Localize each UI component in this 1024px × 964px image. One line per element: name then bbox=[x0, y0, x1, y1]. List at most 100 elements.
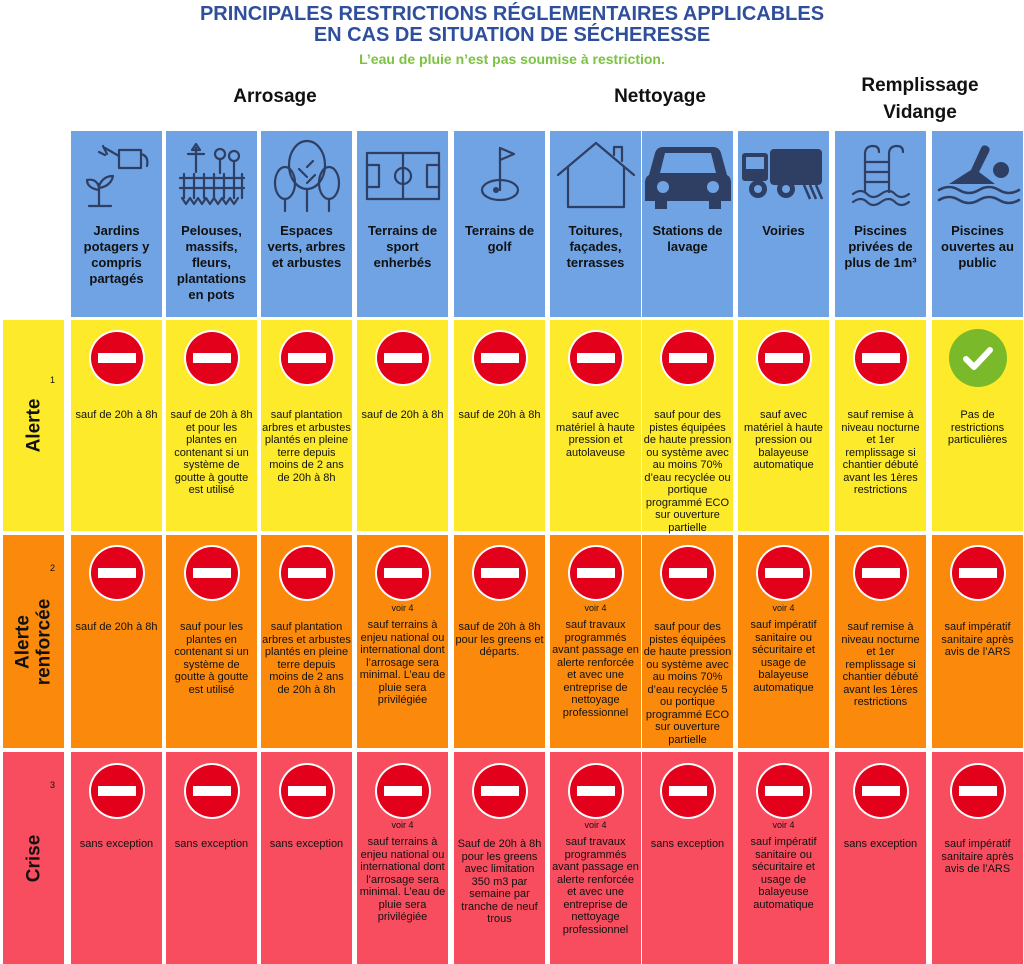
level-band bbox=[3, 535, 64, 748]
no-entry-icon bbox=[88, 762, 146, 820]
cell-crise: sans exception bbox=[261, 752, 352, 964]
cell-alerte: sauf remise à niveau nocturne et 1er rem… bbox=[835, 320, 926, 531]
cell-alerte: sauf de 20h à 8h bbox=[357, 320, 448, 531]
restriction-note: sauf plantation arbres et arbustes plant… bbox=[262, 409, 351, 484]
level-band bbox=[3, 320, 64, 531]
column-label: Voiries bbox=[762, 223, 805, 238]
restriction-note: sauf travaux programmés avant passage en… bbox=[552, 619, 639, 719]
column-header: Voiries bbox=[738, 131, 829, 317]
restriction-note: sauf impératif sanitaire ou sécuritaire … bbox=[750, 836, 817, 911]
restriction-note: sauf pour les plantes en contenant si un… bbox=[174, 621, 249, 696]
no-entry-icon bbox=[88, 329, 146, 387]
column-header: Espaces verts, arbres et arbustes bbox=[261, 131, 352, 317]
cell-alerte: sauf avec matériel à haute pression ou b… bbox=[738, 320, 829, 531]
cell-alerte: sauf de 20h à 8h et pour les plantes en … bbox=[166, 320, 257, 531]
no-entry-icon bbox=[659, 544, 717, 602]
cell-renforcee: sauf pour les plantes en contenant si un… bbox=[166, 535, 257, 748]
level-1: Alerte 1 bbox=[3, 320, 64, 531]
cell-renforcee: sauf pour des pistes équipées de haute p… bbox=[642, 535, 733, 748]
level-band bbox=[3, 752, 64, 964]
restriction-note: sauf remise à niveau nocturne et 1er rem… bbox=[841, 409, 920, 496]
cell-renforcee: sauf impératif sanitaire après avis de l… bbox=[932, 535, 1023, 748]
restriction-note: sauf impératif sanitaire après avis de l… bbox=[941, 621, 1014, 658]
column-header: Toitures, façades, terrasses bbox=[550, 131, 641, 317]
restriction-note: sauf de 20h à 8h et pour les plantes en … bbox=[170, 409, 253, 496]
restriction-note: sauf de 20h à 8h bbox=[361, 409, 444, 421]
restriction-note: sans exception bbox=[843, 838, 918, 850]
cell-alerte: sauf de 20h à 8h bbox=[454, 320, 545, 531]
level-3: Crise 3 bbox=[3, 752, 64, 964]
cell-renforcee: sauf remise à niveau nocturne et 1er rem… bbox=[835, 535, 926, 748]
pool-ladder-icon bbox=[835, 135, 926, 215]
no-entry-icon bbox=[659, 329, 717, 387]
column-header: Stations de lavage bbox=[642, 131, 733, 317]
group-arrosage: Arrosage bbox=[233, 86, 317, 107]
street-sweeper-icon bbox=[738, 135, 829, 215]
restriction-note: sauf de 20h à 8h bbox=[75, 409, 158, 421]
cell-crise: sauf impératif sanitaire après avis de l… bbox=[932, 752, 1023, 964]
column-header: Piscines privées de plus de 1m³ bbox=[835, 131, 926, 317]
flower-bed-icon bbox=[166, 135, 257, 215]
restriction-note: sauf remise à niveau nocturne et 1er rem… bbox=[841, 621, 920, 708]
restriction-note: sauf plantation arbres et arbustes plant… bbox=[262, 621, 351, 696]
voir-note: voir 4 bbox=[772, 603, 795, 613]
cell-renforcee: voir 4 sauf terrains à enjeu national ou … bbox=[357, 535, 448, 748]
restriction-note: sauf pour des pistes équipées de haute p… bbox=[643, 409, 732, 534]
restriction-note: Sauf de 20h à 8h pour les greens avec li… bbox=[457, 838, 542, 925]
column-label: Terrains de golf bbox=[464, 223, 535, 254]
column-header: Terrains de sport enherbés bbox=[357, 131, 448, 317]
column-label: Pelouses, massifs, fleurs, plantations e… bbox=[176, 223, 247, 302]
no-entry-icon bbox=[567, 544, 625, 602]
restriction-note: sans exception bbox=[79, 838, 154, 850]
column-label: Toitures, façades, terrasses bbox=[566, 223, 625, 270]
no-entry-icon bbox=[374, 762, 432, 820]
no-entry-icon bbox=[949, 762, 1007, 820]
cell-crise: voir 4 sauf travaux programmés avant pass… bbox=[550, 752, 641, 964]
title-line-2: EN CAS DE SITUATION DE SÉCHERESSE bbox=[313, 24, 711, 46]
level-name-text: Crise bbox=[23, 834, 44, 882]
check-icon bbox=[949, 329, 1007, 387]
level-name: Alerte bbox=[3, 320, 64, 531]
voir-note: voir 4 bbox=[772, 820, 795, 830]
restriction-note: sauf avec matériel à haute pression et a… bbox=[556, 409, 635, 459]
column-label: Espaces verts, arbres et arbustes bbox=[267, 223, 346, 270]
level-number: 2 bbox=[50, 563, 56, 573]
no-entry-icon bbox=[374, 544, 432, 602]
voir-note: voir 4 bbox=[584, 603, 607, 613]
cell-alerte: sauf pour des pistes équipées de haute p… bbox=[642, 320, 733, 534]
title-line-1: PRINCIPALES RESTRICTIONS RÉGLEMENTAIRES … bbox=[199, 3, 825, 25]
cell-crise: sans exception bbox=[71, 752, 162, 964]
restriction-note: Pas de restrictions particulières bbox=[947, 409, 1008, 446]
level-name-text: Alerte bbox=[22, 398, 44, 453]
no-entry-icon bbox=[852, 544, 910, 602]
no-entry-icon bbox=[852, 762, 910, 820]
column-header: Jardins potagers y compris partagés bbox=[71, 131, 162, 317]
cell-crise: Sauf de 20h à 8h pour les greens avec li… bbox=[454, 752, 545, 964]
column-label: Jardins potagers y compris partagés bbox=[83, 223, 150, 286]
restriction-note: sauf travaux programmés avant passage en… bbox=[552, 836, 639, 936]
restriction-note: sauf de 20h à 8h pour les greens et dépa… bbox=[455, 621, 544, 658]
cell-crise: voir 4 sauf terrains à enjeu national ou … bbox=[357, 752, 448, 964]
cell-alerte: Pas de restrictions particulières bbox=[932, 320, 1023, 531]
no-entry-icon bbox=[949, 544, 1007, 602]
sports-field-icon bbox=[357, 135, 448, 215]
restriction-note: sauf de 20h à 8h bbox=[75, 621, 158, 633]
trees-icon bbox=[261, 135, 352, 215]
no-entry-icon bbox=[183, 329, 241, 387]
swimmer-icon bbox=[932, 135, 1023, 215]
restriction-note: sauf de 20h à 8h bbox=[458, 409, 541, 421]
car-icon bbox=[642, 135, 733, 215]
no-entry-icon bbox=[374, 329, 432, 387]
restriction-note: sauf avec matériel à haute pression ou b… bbox=[744, 409, 823, 471]
golf-flag-icon bbox=[454, 135, 545, 215]
no-entry-icon bbox=[471, 544, 529, 602]
column-label: Terrains de sport enherbés bbox=[367, 223, 438, 270]
cell-crise: sans exception bbox=[835, 752, 926, 964]
cell-renforcee: sauf de 20h à 8h bbox=[71, 535, 162, 748]
no-entry-icon bbox=[659, 762, 717, 820]
cell-crise: sans exception bbox=[642, 752, 733, 964]
level-number: 1 bbox=[50, 375, 56, 385]
no-entry-icon bbox=[567, 329, 625, 387]
restriction-note: sauf pour des pistes équipées de haute p… bbox=[643, 621, 732, 746]
cell-renforcee: voir 4 sauf impératif sanitaire ou sécuri… bbox=[738, 535, 829, 748]
